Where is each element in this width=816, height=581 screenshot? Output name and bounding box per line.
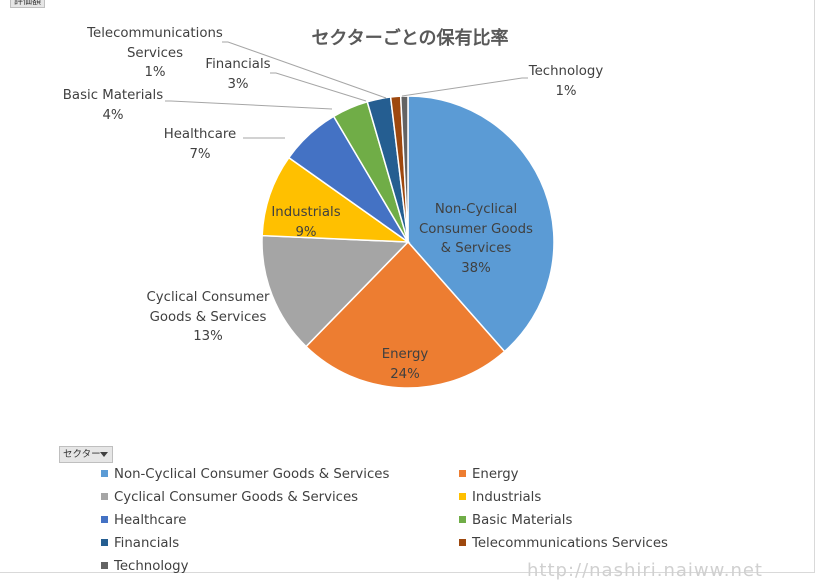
legend-label: Telecommunications Services	[472, 536, 668, 551]
data-label-percent: 24%	[390, 366, 420, 382]
sector-filter-label: セクター	[63, 449, 101, 460]
legend-swatch	[459, 516, 466, 523]
data-label-percent: 38%	[461, 260, 491, 276]
data-label-percent: 3%	[227, 76, 249, 92]
legend-swatch	[101, 562, 108, 569]
data-label-healthcare: Healthcare 7%	[164, 125, 236, 164]
pie-slice-industrials[interactable]	[261, 156, 411, 243]
leader-line	[222, 41, 387, 99]
legend-label: Financials	[114, 536, 180, 551]
data-label-percent: 9%	[295, 224, 317, 240]
data-label-percent: 1%	[555, 83, 577, 99]
value-field-button[interactable]: 評価額	[10, 0, 46, 8]
legend-label: Non-Cyclical Consumer Goods & Services	[114, 467, 390, 482]
data-label-non-cyclical-consumer-goods-services: Non-Cyclical Consumer Goods & Services 38…	[419, 200, 533, 278]
data-label-technology: Technology 1%	[529, 62, 603, 101]
data-label-energy: Energy 24%	[382, 345, 429, 384]
leader-line	[401, 77, 528, 97]
legend-item[interactable]: Healthcare	[101, 513, 186, 529]
legend-swatch	[101, 539, 108, 546]
pie-slice-cyclical-consumer-goods-services[interactable]	[261, 234, 410, 348]
legend-label: Technology	[114, 559, 189, 574]
legend-swatch	[101, 516, 108, 523]
legend-swatch	[459, 493, 466, 500]
data-label-financials: Financials 3%	[205, 55, 270, 94]
legend-item[interactable]: Industrials	[459, 490, 541, 506]
chart-title: セクターごとの保有比率	[311, 28, 509, 49]
data-label-name: Cyclical Consumer Goods & Services	[146, 290, 270, 325]
data-label-name: Basic Materials	[62, 88, 164, 103]
legend-swatch	[459, 470, 466, 477]
data-label-telecommunications-services: Telecommunications Services 1%	[87, 24, 223, 83]
leader-line	[165, 100, 333, 110]
data-label-percent: 13%	[193, 329, 223, 344]
legend-label: Basic Materials	[472, 513, 573, 528]
data-label-name: Industrials	[271, 205, 341, 220]
pie-slice-energy[interactable]	[305, 240, 506, 389]
legend-item[interactable]: Cyclical Consumer Goods & Services	[101, 490, 358, 506]
data-label-name: Technology	[528, 64, 604, 79]
legend-label: Healthcare	[114, 513, 187, 528]
dropdown-arrow-icon	[100, 452, 108, 457]
data-label-percent: 1%	[144, 65, 166, 80]
legend-item[interactable]: Energy	[459, 467, 519, 483]
data-label-industrials: Industrials 9%	[271, 203, 340, 242]
leader-line	[270, 72, 367, 102]
data-label-name: Energy	[381, 347, 429, 362]
legend-item[interactable]: Telecommunications Services	[459, 536, 668, 552]
data-label-name: Healthcare	[163, 127, 237, 142]
legend-swatch	[459, 539, 466, 546]
data-label-percent: 7%	[189, 146, 211, 162]
legend-item[interactable]: Non-Cyclical Consumer Goods & Services	[101, 467, 389, 483]
legend-label: Energy	[472, 467, 519, 482]
legend-label: Industrials	[472, 490, 542, 505]
data-label-name: Financials	[205, 57, 271, 72]
legend-swatch	[101, 470, 108, 477]
pie-slice-non-cyclical-consumer-goods-services[interactable]	[407, 95, 555, 353]
legend-label: Cyclical Consumer Goods & Services	[114, 490, 359, 505]
legend-item[interactable]: Technology	[101, 559, 188, 575]
legend-item[interactable]: Financials	[101, 536, 179, 552]
data-label-cyclical-consumer-goods-services: Cyclical Consumer Goods & Services 13%	[146, 288, 269, 347]
data-label-name: Non-Cyclical Consumer Goods & Services	[419, 202, 533, 256]
data-label-percent: 4%	[102, 107, 124, 123]
data-label-basic-materials: Basic Materials 4%	[63, 86, 163, 125]
data-label-name: Telecommunications Services	[87, 26, 223, 61]
watermark: http://nashiri.naiww.net	[527, 560, 763, 581]
legend-item[interactable]: Basic Materials	[459, 513, 572, 529]
sector-filter-button[interactable]: セクター	[59, 446, 113, 463]
legend-swatch	[101, 493, 108, 500]
